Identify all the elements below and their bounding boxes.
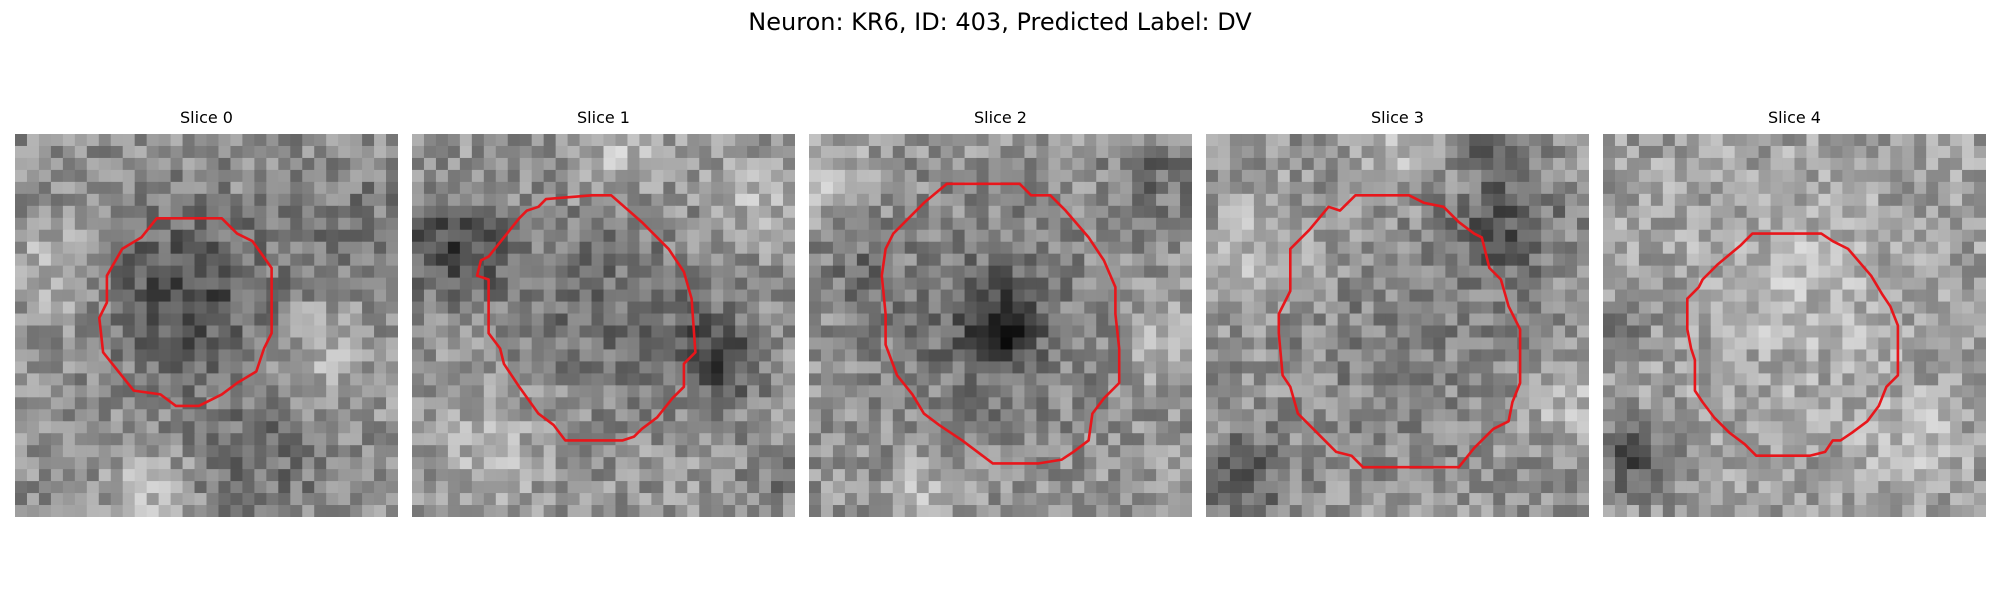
pixel-grid <box>412 134 795 517</box>
roi-contour <box>1686 232 1900 458</box>
slice-title: Slice 1 <box>577 108 630 127</box>
roi-contour <box>1277 193 1522 469</box>
pixel-grid <box>809 134 1192 517</box>
slice-title: Slice 0 <box>180 108 233 127</box>
pixel-grid <box>1603 134 1986 517</box>
figure-title: Neuron: KR6, ID: 403, Predicted Label: D… <box>748 8 1252 36</box>
roi-contour <box>98 217 273 408</box>
slice-image <box>412 134 795 517</box>
roi-contour <box>475 193 697 442</box>
slice-title: Slice 3 <box>1371 108 1424 127</box>
slice-image <box>15 134 398 517</box>
slice-image <box>1603 134 1986 517</box>
pixel-grid <box>1206 134 1589 517</box>
slice-title: Slice 4 <box>1768 108 1821 127</box>
roi-contour <box>880 182 1121 465</box>
pixel-grid <box>15 134 398 517</box>
slice-image <box>809 134 1192 517</box>
slice-image <box>1206 134 1589 517</box>
slice-title: Slice 2 <box>974 108 1027 127</box>
